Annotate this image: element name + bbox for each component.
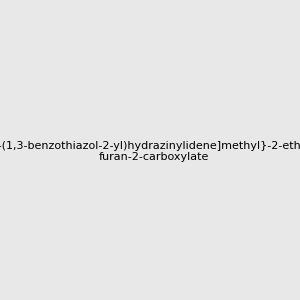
Text: 4-{(E)-[2-(1,3-benzothiazol-2-yl)hydrazinylidene]methyl}-2-ethoxyphenyl furan-2-: 4-{(E)-[2-(1,3-benzothiazol-2-yl)hydrazi…: [0, 141, 300, 162]
